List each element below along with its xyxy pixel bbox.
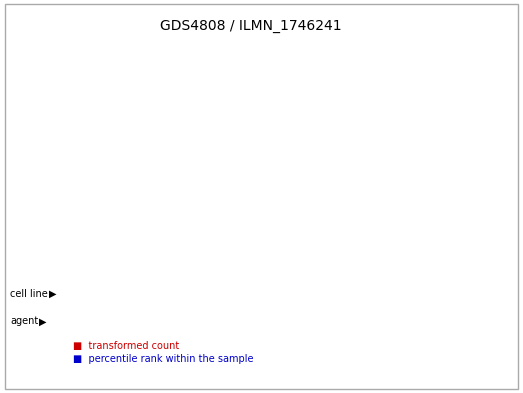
Bar [266,220,297,281]
Bar [329,307,393,336]
Bar [339,169,350,220]
Bar [137,307,201,336]
Text: ▶: ▶ [49,289,56,299]
Text: Y15 and
Temozolomide: Y15 and Temozolomide [395,312,456,331]
Text: GSM1062689: GSM1062689 [182,222,191,273]
Point [340,58,348,64]
Text: GSM1062691: GSM1062691 [245,222,254,273]
Bar [181,215,192,220]
Text: GSM1062688: GSM1062688 [151,222,160,273]
Text: GSM1062687: GSM1062687 [119,222,128,273]
Text: GSM1062694: GSM1062694 [277,222,286,273]
Bar [201,281,458,307]
Text: agent: agent [10,316,39,326]
Text: GSM1062697: GSM1062697 [434,222,443,273]
Point [151,61,160,68]
Text: U87: U87 [319,289,340,299]
Text: Y15: Y15 [290,317,305,326]
Bar [202,220,234,281]
Point [214,56,222,62]
Point [119,56,128,62]
Point [277,53,286,59]
Bar [402,135,413,220]
Bar [73,281,201,307]
Text: none: none [223,317,244,326]
Bar [360,220,391,281]
Point [309,51,317,57]
Text: GSM1062686: GSM1062686 [88,222,97,273]
Bar [370,136,381,220]
Point [183,60,191,66]
Bar [393,307,458,336]
Text: Temozolomide: Temozolomide [332,317,392,326]
Bar [213,152,224,220]
Bar [266,307,329,336]
Bar [201,307,266,336]
Text: ▶: ▶ [39,316,47,326]
Bar [244,158,255,220]
Bar [108,220,140,281]
Bar [328,220,360,281]
Text: cell line: cell line [10,289,48,299]
Bar [140,220,171,281]
Text: GSM1062690: GSM1062690 [214,222,223,273]
Text: Y15: Y15 [162,317,177,326]
Bar [276,122,287,220]
Text: DBTRG: DBTRG [118,289,157,299]
Bar [433,85,444,220]
Point [88,56,96,62]
Bar [234,220,266,281]
Text: GSM1062695: GSM1062695 [308,222,317,273]
Text: GDS4808 / ILMN_1746241: GDS4808 / ILMN_1746241 [160,18,342,33]
Bar [150,213,161,220]
Bar [423,220,454,281]
Point [245,58,254,64]
Bar [297,220,328,281]
Text: ■  transformed count: ■ transformed count [73,341,179,351]
Text: ■  percentile rank within the sample: ■ percentile rank within the sample [73,354,254,364]
Bar [391,220,423,281]
Text: GSM1062696: GSM1062696 [403,222,412,273]
Point [403,60,412,66]
Bar [171,220,202,281]
Bar [87,174,98,220]
Bar [307,121,318,220]
Bar [118,176,129,220]
Bar [73,307,137,336]
Text: none: none [95,317,116,326]
Text: GSM1062693: GSM1062693 [371,222,380,273]
Text: GSM1062692: GSM1062692 [340,222,349,273]
Bar [76,220,108,281]
Point [371,58,380,64]
Point [435,51,443,57]
